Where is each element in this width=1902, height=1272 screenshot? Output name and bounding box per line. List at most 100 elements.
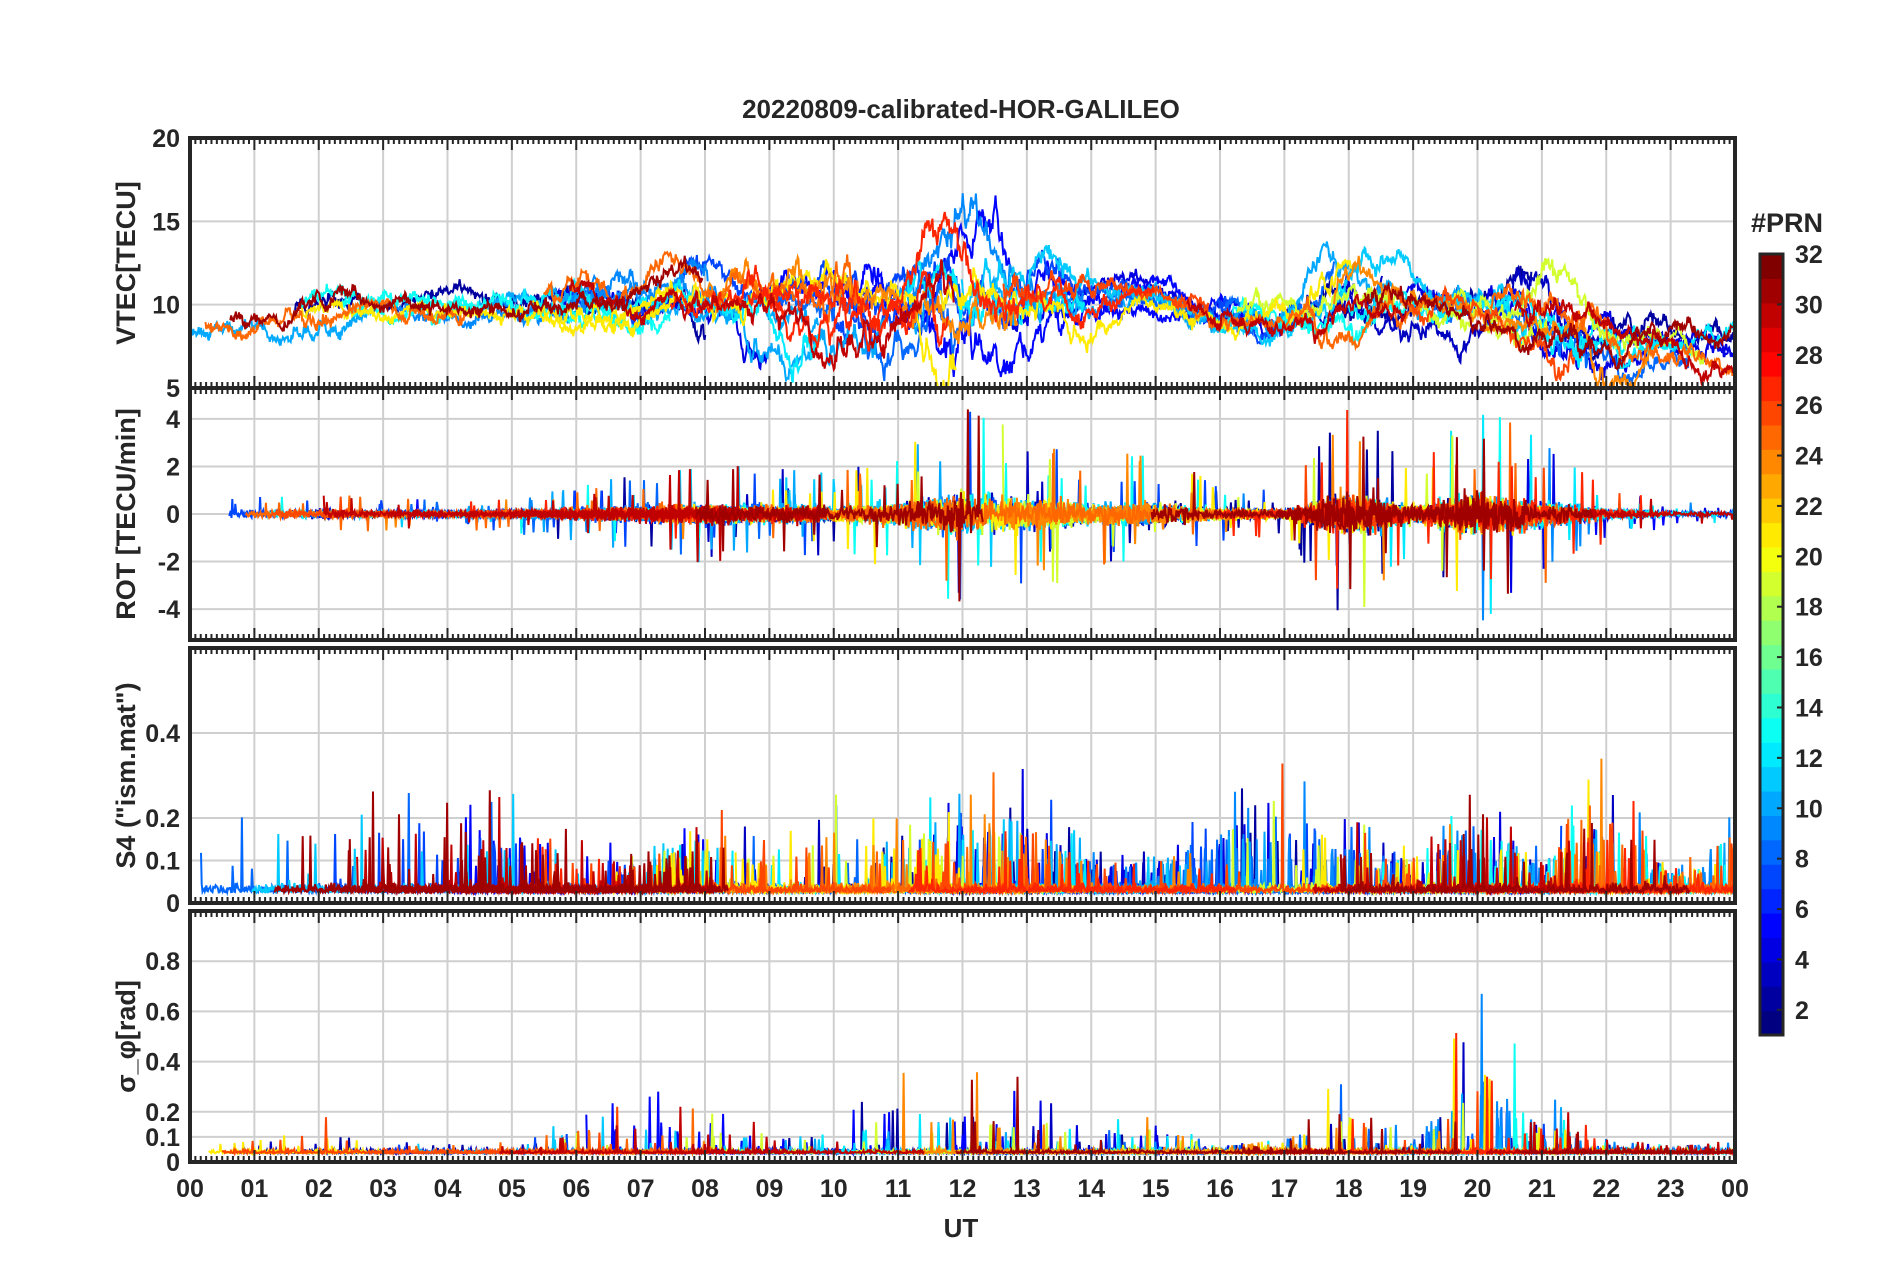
colorbar-label: #PRN (1751, 208, 1823, 238)
series-prn-30 (568, 259, 955, 373)
y-tick-label: 0.1 (145, 1124, 180, 1152)
y-axis-label: ROT [TECU/min] (111, 408, 141, 619)
colorbar-band (1760, 278, 1783, 304)
colorbar-band (1760, 351, 1783, 377)
x-tick-label: 06 (562, 1175, 590, 1203)
chart-title: 20220809-calibrated-HOR-GALILEO (742, 94, 1180, 124)
series-prn-31 (1339, 794, 1691, 897)
colorbar-tick-label: 12 (1795, 745, 1823, 773)
colorbar-band (1760, 644, 1783, 670)
series-group (190, 193, 1735, 388)
colorbar-tick-label: 2 (1795, 997, 1809, 1025)
x-tick-label: 21 (1528, 1175, 1556, 1203)
colorbar-tick-label: 24 (1795, 443, 1823, 471)
axes (188, 909, 1737, 1164)
colorbar-tick-label: 18 (1795, 594, 1823, 622)
x-tick-label: 00 (176, 1175, 204, 1203)
y-axis-label: σ_φ[rad] (111, 980, 141, 1093)
x-tick-label: 10 (820, 1175, 848, 1203)
series-prn-30 (1514, 297, 1735, 386)
colorbar-band (1760, 302, 1783, 328)
colorbar-tick-label: 22 (1795, 493, 1823, 521)
x-tick-label: 13 (1013, 1175, 1041, 1203)
colorbar-band (1760, 595, 1783, 621)
x-tick-label: 17 (1270, 1175, 1298, 1203)
x-tick-label: 11 (885, 1175, 912, 1203)
x-tick-label: 16 (1206, 1175, 1234, 1203)
x-tick-label: 07 (627, 1175, 655, 1203)
colorbar-band (1760, 498, 1783, 524)
y-tick-label: 0.2 (145, 805, 180, 833)
colorbar-band (1760, 620, 1783, 646)
colorbar-tick-label: 28 (1795, 342, 1823, 370)
series-prn-31 (1150, 436, 1594, 578)
x-tick-label: 05 (498, 1175, 526, 1203)
colorbar-band (1760, 937, 1783, 963)
series-prn-31 (695, 409, 984, 602)
x-tick-label: 00 (1721, 1175, 1749, 1203)
y-tick-label: 0.4 (145, 1049, 180, 1077)
colorbar-tick-label: 20 (1795, 543, 1823, 571)
colorbar-frame (1758, 252, 1785, 1037)
x-tick-label: 22 (1592, 1175, 1620, 1203)
y-tick-label: 0 (166, 501, 180, 529)
panel-vtec: 10 15 20 5 VTEC[TECU] (111, 125, 1737, 403)
series-prn-11 (417, 1116, 692, 1157)
y-axis-label: VTEC[TECU] (111, 181, 141, 345)
x-tick-label: 01 (240, 1175, 268, 1203)
series-prn-10 (476, 283, 930, 384)
colorbar-tick-label: 10 (1795, 795, 1823, 823)
colorbar-band (1760, 546, 1783, 572)
series-prn-21 (301, 286, 680, 338)
y-tick-label: 15 (152, 208, 180, 236)
x-tick-label: 18 (1335, 1175, 1363, 1203)
colorbar-band (1760, 449, 1783, 475)
y-axis-label: S4 ("ism.mat") (111, 682, 141, 868)
axes (188, 386, 1737, 642)
series-prn-26 (1396, 284, 1576, 382)
colorbar-band (1760, 424, 1783, 450)
series-prn-9 (902, 193, 1085, 314)
series-group (228, 409, 1735, 621)
y-tick-label: 0.4 (145, 720, 180, 748)
panel-sigma_phi: 00.10.2 0.4 0.6 0.8σ_φ[rad] (111, 909, 1737, 1177)
y-tick-label: 0.6 (145, 998, 180, 1026)
panel-rot: -4 -2 0 2 4 ROT [TECU/min] (111, 386, 1737, 642)
colorbar-band (1760, 986, 1783, 1012)
colorbar-band (1760, 888, 1783, 914)
colorbar-band (1760, 327, 1783, 353)
x-tick-label: 14 (1077, 1175, 1105, 1203)
colorbar-band (1760, 864, 1783, 890)
colorbar-tick-label: 4 (1795, 946, 1809, 974)
series-prn-31 (1363, 281, 1735, 371)
colorbar-band (1760, 815, 1783, 841)
colorbar-band (1760, 254, 1783, 280)
colorbar-band (1760, 766, 1783, 792)
panel-s4: 0 0.1 0.2 0.4S4 ("ism.mat") (111, 646, 1737, 918)
x-tick-label: 15 (1142, 1175, 1170, 1203)
x-tick-label: 08 (691, 1175, 719, 1203)
series-prn-27 (907, 831, 1237, 897)
colorbar-tick-label: 30 (1795, 291, 1823, 319)
series-prn-25 (543, 250, 860, 324)
series-group (208, 993, 1735, 1157)
colorbar-tick-label: 8 (1795, 846, 1809, 874)
y-tick-label: 0.1 (145, 848, 180, 876)
colorbar-band (1760, 376, 1783, 402)
y-tick-label: 5 (166, 375, 180, 403)
series-prn-26 (755, 839, 892, 896)
colorbar-band (1760, 1010, 1783, 1036)
colorbar-band (1760, 742, 1783, 768)
series-prn-27 (670, 211, 1156, 352)
x-tick-label: 19 (1399, 1175, 1427, 1203)
x-tick-label: 23 (1657, 1175, 1685, 1203)
x-axis-label: UT (944, 1213, 979, 1243)
colorbar-band (1760, 961, 1783, 987)
series-prn-30 (1186, 293, 1407, 344)
colorbar-band (1760, 668, 1783, 694)
colorbar-tick-label: 32 (1795, 241, 1823, 269)
y-tick-label: -2 (158, 549, 180, 577)
colorbar-tick-label: 26 (1795, 392, 1823, 420)
